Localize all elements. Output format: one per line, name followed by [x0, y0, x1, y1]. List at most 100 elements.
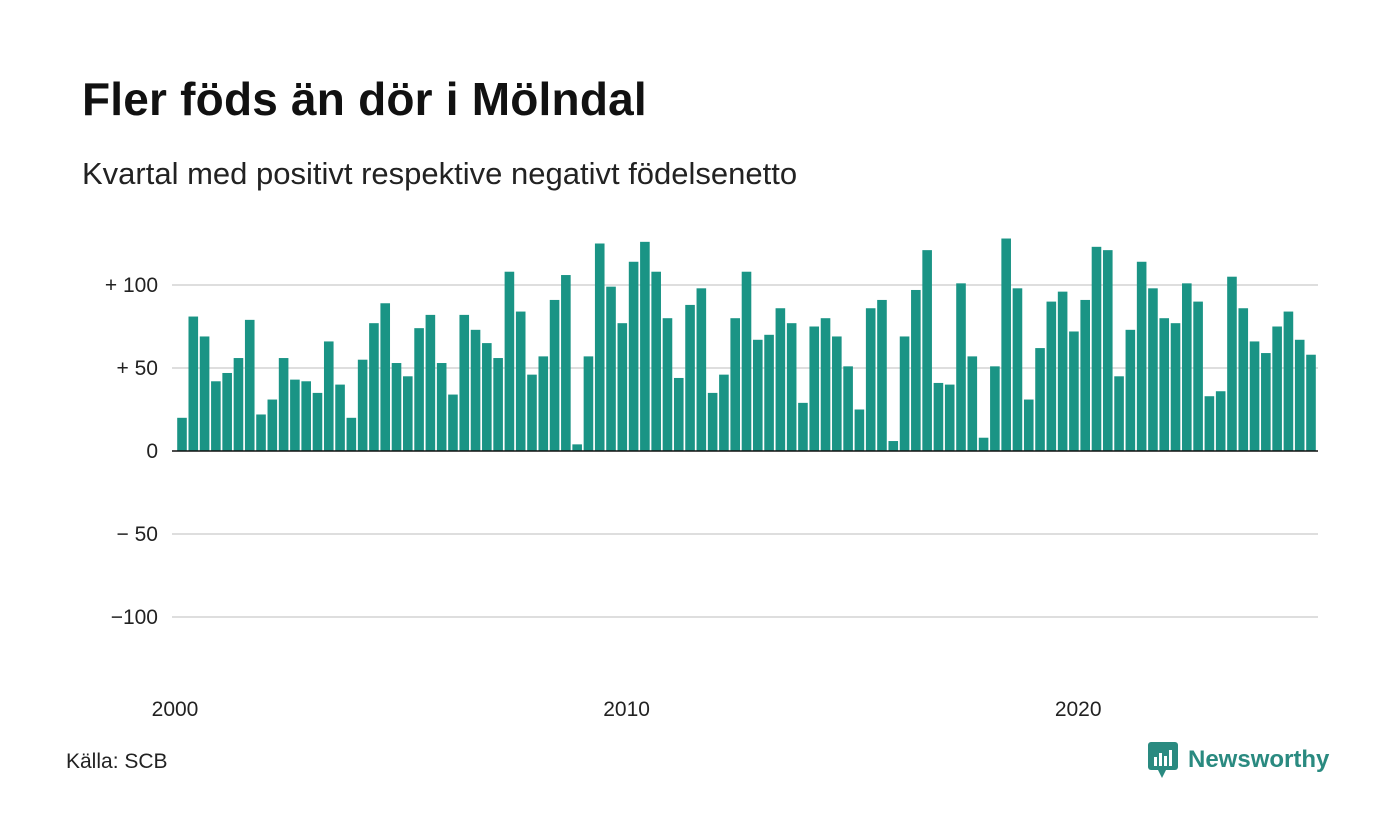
bar [256, 414, 266, 451]
bar [538, 356, 549, 451]
bar [515, 311, 526, 451]
bar [583, 356, 594, 451]
bar [1080, 299, 1090, 451]
bar [493, 358, 503, 451]
bar [809, 326, 820, 451]
bar [1001, 238, 1011, 451]
bar [594, 243, 605, 451]
bar [470, 329, 481, 451]
chart-title: Fler föds än dör i Mölndal [82, 73, 647, 125]
y-tick-label: + 100 [105, 274, 158, 297]
bar [346, 417, 357, 451]
y-tick-label: 0 [146, 440, 158, 463]
bar [448, 394, 458, 451]
bar [651, 271, 661, 451]
bar [572, 444, 582, 451]
bar [290, 379, 300, 451]
bar [1238, 308, 1249, 451]
bar [1249, 341, 1260, 451]
bar [786, 323, 797, 451]
bar [1125, 329, 1136, 451]
bar [233, 358, 244, 451]
bar [832, 336, 842, 451]
bar [877, 299, 887, 451]
bar [764, 334, 774, 451]
bar [1215, 391, 1226, 451]
bar [1035, 348, 1045, 451]
bar [369, 323, 379, 451]
bar [1023, 399, 1034, 451]
bar [696, 288, 707, 451]
bar [865, 308, 876, 451]
bar [177, 417, 187, 451]
bar [798, 402, 808, 451]
bar [640, 241, 650, 451]
bar [662, 318, 673, 451]
bar [752, 339, 763, 451]
bar [211, 381, 221, 451]
bar [719, 374, 729, 451]
bar [1204, 396, 1215, 451]
bar [335, 384, 345, 451]
bar [685, 304, 695, 451]
bar [911, 289, 921, 451]
x-axis-labels: 2000 2010 2020 [152, 698, 1102, 721]
bar [244, 319, 255, 451]
bar [1012, 288, 1023, 451]
bar [312, 392, 323, 451]
bar [357, 359, 368, 451]
bar [1159, 318, 1170, 451]
bar [391, 363, 402, 451]
bar [1170, 323, 1181, 451]
bar [199, 336, 210, 451]
bar [1136, 261, 1147, 451]
bar [222, 372, 232, 451]
bar [1114, 376, 1124, 451]
bar [414, 328, 424, 451]
bar [1227, 276, 1237, 451]
bar [775, 308, 786, 451]
bar [1148, 288, 1158, 451]
bar [944, 384, 955, 451]
x-tick-label: 2010 [603, 698, 650, 721]
source-note: Källa: SCB [66, 750, 168, 773]
brand-logo: Newsworthy [1148, 742, 1329, 778]
x-tick-label: 2020 [1055, 698, 1102, 721]
bar [1306, 354, 1316, 451]
bar [967, 356, 978, 451]
bar [267, 399, 278, 451]
bar [978, 437, 989, 451]
bar [843, 366, 853, 451]
bar [933, 382, 944, 451]
bar [278, 358, 289, 451]
bar [1261, 353, 1271, 451]
bar [1283, 311, 1294, 451]
bar [820, 318, 831, 451]
bar-chart: + 100 + 50 0 − 50 −100 2000 2010 2020 [105, 238, 1318, 721]
y-tick-label: − 50 [117, 523, 158, 546]
bar [741, 271, 752, 451]
bar [527, 374, 537, 451]
bar [1102, 250, 1113, 451]
bar [1069, 331, 1079, 451]
brand-name: Newsworthy [1188, 746, 1330, 773]
bar [323, 341, 334, 451]
y-axis-labels: + 100 + 50 0 − 50 −100 [105, 274, 158, 629]
bar [403, 376, 413, 451]
bar [1272, 326, 1282, 451]
bar [1057, 291, 1068, 451]
x-tick-label: 2000 [152, 698, 199, 721]
bar [436, 363, 447, 451]
bar [990, 366, 1000, 451]
bar [1091, 246, 1102, 451]
chart-subtitle: Kvartal med positivt respektive negativt… [82, 156, 798, 191]
bar [899, 336, 910, 451]
bar [1193, 301, 1203, 451]
bar [1294, 339, 1305, 451]
bar [561, 275, 571, 451]
bars [177, 238, 1316, 451]
bar [730, 318, 741, 451]
bar [922, 250, 932, 451]
y-tick-label: + 50 [117, 357, 158, 380]
bar [380, 303, 391, 451]
